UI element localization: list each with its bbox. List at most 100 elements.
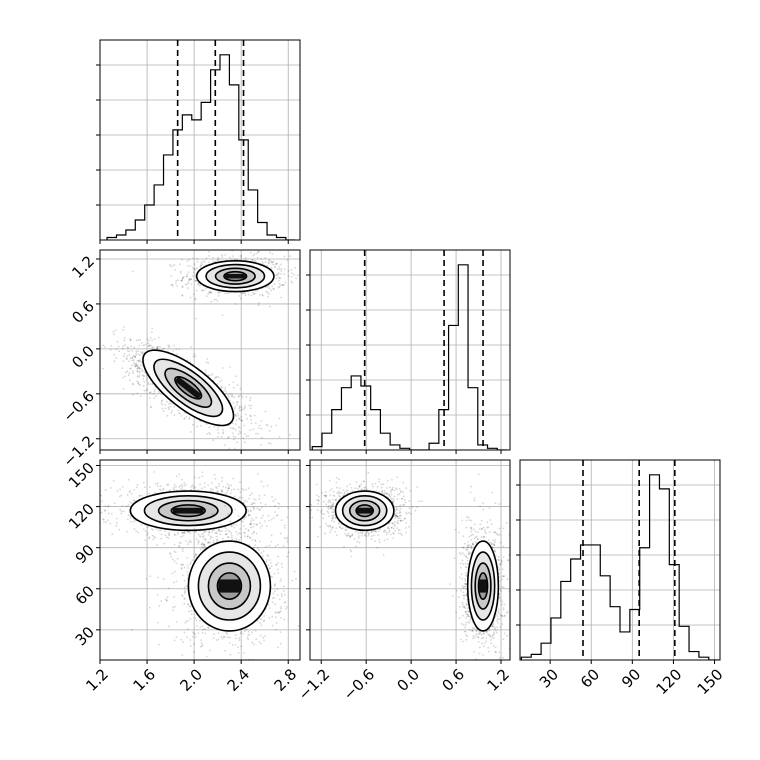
scatter-point xyxy=(126,530,128,533)
scatter-point xyxy=(286,259,289,262)
scatter-point xyxy=(225,491,228,494)
histogram-step-group xyxy=(520,460,719,660)
scatter-point xyxy=(202,543,205,546)
scatter-point xyxy=(186,273,189,276)
scatter-point xyxy=(179,270,182,273)
scatter-point xyxy=(245,516,247,518)
scatter-point xyxy=(186,530,189,533)
scatter-point xyxy=(144,530,147,533)
scatter-point xyxy=(135,486,138,489)
scatter-point xyxy=(137,339,140,341)
scatter-point xyxy=(126,494,129,496)
scatter-point xyxy=(232,381,235,384)
scatter-point xyxy=(255,524,258,526)
scatter-point xyxy=(115,524,118,527)
scatter-point xyxy=(224,533,227,536)
scatter-point xyxy=(208,261,211,264)
scatter-point xyxy=(283,524,286,527)
scatter-point xyxy=(204,371,207,374)
scatter-point xyxy=(257,432,260,435)
scatter-point xyxy=(210,488,212,490)
scatter-point xyxy=(189,296,192,299)
scatter-point xyxy=(220,488,223,491)
scatter-point xyxy=(210,374,212,377)
scatter-point xyxy=(122,376,124,379)
scatter-point xyxy=(160,600,163,602)
scatter-point xyxy=(212,439,215,442)
scatter-point xyxy=(208,291,211,294)
scatter-point xyxy=(270,565,273,568)
scatter-point xyxy=(212,541,215,544)
scatter-point xyxy=(216,259,219,262)
scatter-point xyxy=(136,375,139,378)
scatter-point xyxy=(247,638,250,641)
scatter-point xyxy=(282,283,284,286)
scatter-point xyxy=(107,512,110,515)
scatter-point xyxy=(209,537,212,540)
scatter-point xyxy=(239,527,242,530)
scatter-point xyxy=(231,422,234,425)
scatter-point xyxy=(191,636,194,638)
density-peak xyxy=(174,376,202,400)
scatter-point xyxy=(278,276,281,279)
scatter-point xyxy=(271,285,274,288)
scatter-point xyxy=(224,505,227,507)
scatter-point xyxy=(129,367,131,370)
scatter-point xyxy=(129,339,132,342)
scatter-point xyxy=(243,518,245,520)
scatter-point xyxy=(216,383,219,385)
scatter-point xyxy=(237,488,240,491)
scatter-point xyxy=(157,391,160,393)
scatter-point xyxy=(286,516,289,519)
scatter-point xyxy=(252,292,255,295)
scatter-point xyxy=(239,632,242,635)
scatter-point xyxy=(203,543,206,546)
scatter-point xyxy=(238,637,240,640)
scatter-point xyxy=(128,500,131,503)
scatter-point xyxy=(157,529,160,532)
scatter-point xyxy=(202,547,205,549)
scatter-point xyxy=(200,264,203,267)
scatter-point xyxy=(242,489,245,491)
scatter-point xyxy=(165,400,168,403)
scatter-point xyxy=(282,545,285,548)
scatter-point xyxy=(114,329,117,332)
scatter-point xyxy=(246,417,249,420)
scatter-point xyxy=(197,541,200,543)
scatter-point xyxy=(127,478,130,481)
scatter-point xyxy=(113,502,116,505)
scatter-point xyxy=(209,490,212,492)
scatter-point xyxy=(159,529,162,532)
histogram-panel-0 xyxy=(96,39,301,244)
scatter-point xyxy=(187,567,190,569)
scatter-point xyxy=(230,534,233,537)
scatter-point xyxy=(123,353,126,355)
scatter-point xyxy=(128,350,131,353)
scatter-point xyxy=(215,486,217,489)
scatter-point xyxy=(157,576,160,579)
scatter-point xyxy=(233,396,236,399)
scatter-point xyxy=(146,377,148,379)
scatter-point xyxy=(266,484,269,487)
scatter-point xyxy=(275,262,278,265)
scatter-point xyxy=(277,611,280,614)
scatter-point xyxy=(181,277,184,280)
scatter-point xyxy=(317,535,319,538)
scatter-point xyxy=(233,526,236,529)
scatter-point xyxy=(226,536,229,539)
scatter-point xyxy=(278,503,281,505)
scatter-point xyxy=(104,489,107,491)
scatter-point xyxy=(183,602,186,605)
scatter-point xyxy=(149,405,152,408)
scatter-point xyxy=(263,615,266,618)
scatter-point xyxy=(274,603,277,606)
scatter-point xyxy=(296,274,299,277)
scatter-point xyxy=(201,645,203,648)
scatter-point xyxy=(207,534,210,536)
scatter-point xyxy=(156,347,159,350)
scatter-point xyxy=(130,364,133,367)
scatter-point xyxy=(254,629,257,632)
scatter-point xyxy=(293,273,295,276)
scatter-point xyxy=(156,347,159,350)
scatter-point xyxy=(221,537,224,540)
